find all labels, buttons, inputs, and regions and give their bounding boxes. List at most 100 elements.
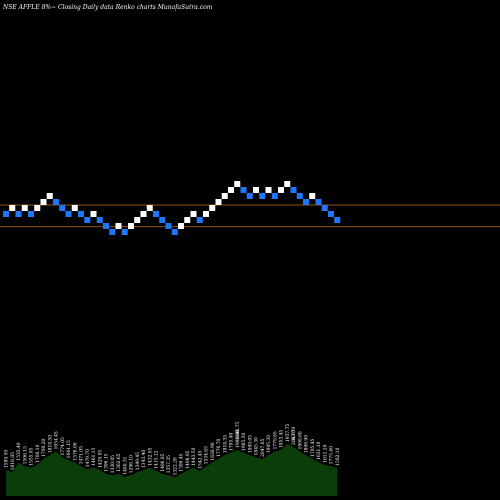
renko-brick: [46, 193, 53, 199]
renko-brick: [328, 211, 334, 217]
price-label: 1461.15: [92, 447, 97, 465]
renko-brick: [178, 223, 184, 229]
renko-brick: [290, 187, 297, 193]
renko-brick: [296, 193, 303, 199]
price-label: 1990.00: [236, 430, 241, 448]
renko-brick: [28, 211, 34, 217]
renko-brick: [184, 217, 191, 223]
price-label: 1779.65: [273, 431, 278, 449]
renko-brick: [240, 187, 247, 193]
price-label: 1616.05: [11, 452, 16, 470]
price-label: 1555.05: [30, 447, 35, 465]
renko-brick: [203, 211, 209, 217]
price-label: 1900.05: [248, 435, 253, 453]
price-label: 1641.15: [67, 440, 72, 458]
annotation-label: 1846.75: [236, 422, 241, 440]
price-label: 1400.31: [123, 456, 128, 474]
renko-brick: [221, 193, 228, 199]
price-label: 1795.40: [230, 433, 235, 451]
renko-brick: [159, 217, 166, 223]
price-label: 1535.40: [17, 442, 22, 460]
price-label: 1349.45: [136, 452, 141, 470]
renko-brick: [215, 199, 222, 205]
price-label: 1806.90: [305, 435, 310, 453]
price-label: 1542.45: [198, 450, 203, 468]
renko-brick: [103, 223, 109, 229]
renko-brick: [321, 205, 328, 211]
renko-brick: [109, 229, 116, 235]
renko-brick: [278, 187, 284, 193]
price-label: 1296.10: [130, 455, 135, 473]
price-label: 1390.45: [180, 453, 185, 471]
chart-title: NSE AFFLE 8%~ Closing Daily data Renko c…: [2, 4, 213, 11]
price-label: 1705.45: [311, 438, 316, 456]
price-label: 2043.70: [292, 427, 297, 445]
price-label: 1596.15: [23, 446, 28, 464]
renko-brick: [246, 193, 253, 199]
price-label: 2047.65: [261, 438, 266, 456]
renko-brick: [146, 205, 153, 211]
price-label: 1937.75: [286, 424, 291, 442]
renko-brick: [334, 217, 341, 223]
renko-brick: [78, 211, 84, 217]
price-label: 1818.50: [48, 435, 53, 453]
renko-brick: [165, 223, 172, 229]
price-label: 1775.40: [330, 446, 335, 464]
price-label: 1534.65: [205, 446, 210, 464]
renko-brick: [9, 205, 16, 211]
price-label: 1774.05: [61, 437, 66, 455]
renko-brick: [21, 205, 28, 211]
renko-brick: [96, 217, 103, 223]
renko-brick: [265, 187, 272, 193]
renko-brick: [134, 217, 141, 223]
price-label: 1589.50: [5, 450, 10, 468]
renko-brick: [309, 193, 316, 199]
renko-brick: [234, 181, 241, 187]
price-label: 1576.00: [73, 442, 78, 460]
renko-brick: [115, 223, 122, 229]
price-label: 1611.20: [323, 444, 328, 462]
renko-brick: [53, 199, 59, 205]
annotation-label: 8.70: [292, 430, 297, 440]
renko-brick: [3, 211, 9, 217]
renko-brick: [315, 199, 322, 205]
renko-brick: [121, 229, 128, 235]
price-label: 1845.30: [255, 437, 260, 455]
renko-brick: [40, 199, 47, 205]
price-label: 1343.40: [142, 450, 147, 468]
volume-area-shape: [6, 444, 338, 496]
renko-brick: [71, 205, 78, 211]
price-label: 1406.85: [161, 453, 166, 471]
price-label: 1443.50: [192, 447, 197, 465]
renko-brick: [128, 223, 134, 229]
price-label: 1498.05: [186, 450, 191, 468]
renko-brick: [84, 217, 91, 223]
price-label: 1432.05: [148, 447, 153, 465]
price-label: 1415.12: [155, 450, 160, 468]
renko-brick: [284, 181, 291, 187]
renko-brick: [209, 205, 216, 211]
renko-brick: [271, 193, 278, 199]
renko-brick: [90, 211, 97, 217]
renko-brick: [65, 211, 72, 217]
price-label: 1302.65: [117, 453, 122, 471]
price-label: 1582.10: [336, 447, 341, 465]
renko-brick: [140, 211, 147, 217]
price-label: 1908.60: [298, 431, 303, 449]
price-label: 1706.10: [36, 444, 41, 462]
renko-brick: [15, 211, 22, 217]
renko-brick: [153, 211, 159, 217]
renko-brick: [171, 229, 178, 235]
price-label: 1357.35: [167, 455, 172, 473]
price-label: 1429.95: [98, 450, 103, 468]
renko-brick: [34, 205, 41, 211]
volume-area: [6, 444, 338, 496]
price-label: 1471.05: [80, 446, 85, 464]
price-label: 1654.45: [55, 431, 60, 449]
price-label: 1479.70: [86, 449, 91, 467]
price-label: 1985.30: [242, 433, 247, 451]
price-label: 1396.15: [105, 453, 110, 471]
price-label: 1853.45: [280, 430, 285, 448]
